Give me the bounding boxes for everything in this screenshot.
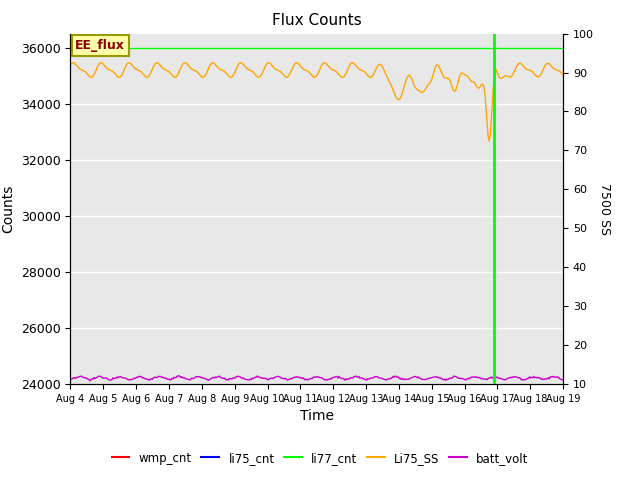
Y-axis label: Counts: Counts bbox=[1, 185, 15, 233]
Y-axis label: 7500 SS: 7500 SS bbox=[598, 183, 611, 235]
Legend: wmp_cnt, li75_cnt, li77_cnt, Li75_SS, batt_volt: wmp_cnt, li75_cnt, li77_cnt, Li75_SS, ba… bbox=[107, 447, 533, 469]
Title: Flux Counts: Flux Counts bbox=[272, 13, 362, 28]
X-axis label: Time: Time bbox=[300, 409, 334, 423]
Text: EE_flux: EE_flux bbox=[76, 39, 125, 52]
